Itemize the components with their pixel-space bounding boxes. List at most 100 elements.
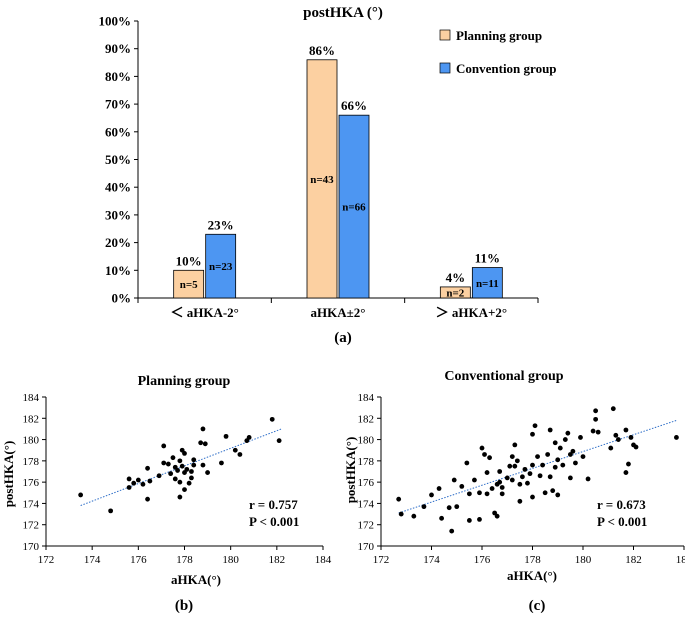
scatter-x-tick-label: 184 [315, 554, 332, 566]
scatter-point [608, 445, 614, 451]
scatter-point [578, 435, 583, 440]
scatter-point [499, 485, 505, 490]
panel-label-a: (a) [334, 330, 352, 346]
bar-y-tick-label: 90% [105, 41, 131, 56]
scatter-point [429, 492, 434, 498]
scatter-point [205, 470, 210, 475]
scatter-y-tick-label: 176 [358, 477, 375, 489]
bar-legend: Planning group Convention group [439, 28, 557, 76]
scatter-point [555, 457, 561, 463]
scatter-point [560, 462, 566, 468]
bar-planning [306, 59, 338, 299]
scatter-point [557, 445, 563, 451]
scatter-b-p: P < 0.001 [249, 514, 299, 529]
legend-label-convention: Convention group [456, 61, 557, 76]
bar-value-label: 10% [176, 253, 202, 268]
scatter-point [446, 505, 452, 511]
scatter-point [421, 504, 427, 510]
scatter-y-tick-label: 172 [23, 520, 40, 532]
scatter-point [487, 455, 492, 461]
scatter-y-tick-label: 172 [358, 520, 375, 532]
scatter-x-tick-label: 172 [373, 554, 390, 566]
scatter-point [547, 474, 553, 480]
scatter-point [175, 468, 180, 473]
bar-y-tick-label: 100% [99, 14, 132, 29]
scatter-point [198, 440, 204, 446]
scatter-point [585, 476, 591, 482]
bar-y-tick-label: 30% [105, 207, 131, 222]
scatter-point [626, 461, 631, 467]
scatter-x-tick-label: 182 [625, 554, 642, 566]
scatter-point [477, 516, 482, 522]
scatter-point [472, 477, 477, 483]
bar-category-labels: ＜ aHKA-2° aHKA±2° ＞ aHKA+2° [170, 305, 507, 320]
scatter-point [542, 490, 548, 496]
bar-y-tick-label: 50% [105, 152, 131, 167]
scatter-point [593, 408, 599, 414]
scatter-point [613, 432, 619, 438]
scatter-point [514, 458, 520, 464]
panel-label-c: (c) [529, 598, 546, 614]
scatter-point [200, 426, 206, 432]
bar-value-label: 66% [341, 98, 367, 113]
scatter-y-tick-label: 170 [23, 541, 40, 553]
scatter-y-tick-label: 176 [23, 477, 40, 489]
scatter-point [537, 473, 543, 479]
scatter-point [168, 471, 174, 477]
scatter-point [509, 454, 515, 459]
scatter-x-tick-label: 174 [84, 554, 101, 566]
scatter-c-title: Conventional group [444, 369, 563, 384]
bar-y-tick-label: 10% [105, 263, 131, 278]
scatter-point [545, 452, 551, 457]
scatter-point [186, 480, 192, 486]
scatter-point [459, 484, 465, 489]
scatter-y-tick-label: 182 [23, 413, 40, 425]
scatter-y-tick-label: 178 [23, 456, 40, 468]
scatter-point [552, 464, 558, 470]
scatter-point [449, 528, 455, 534]
scatter-point [482, 452, 487, 457]
scatter-point [172, 476, 178, 482]
scatter-point [131, 480, 137, 486]
scatter-x-tick-label: 172 [38, 554, 55, 566]
scatter-point [595, 429, 601, 435]
scatter-point [540, 462, 545, 468]
scatter-y-tick-label: 180 [23, 435, 40, 447]
scatter-point [466, 518, 472, 523]
scatter-point [610, 406, 616, 412]
bar-value-label: 4% [446, 270, 466, 285]
scatter-point [479, 445, 485, 451]
scatter-point [573, 460, 578, 466]
scatter-point [512, 463, 518, 469]
scatter-x-tick-label: 182 [269, 554, 286, 566]
scatter-point [547, 427, 553, 433]
scatter-y-tick-label: 178 [358, 456, 375, 468]
scatter-y-tick-label: 180 [358, 435, 375, 447]
scatter-point [527, 471, 533, 477]
scatter-point [497, 469, 503, 474]
scatter-point [530, 494, 535, 500]
bar-category-label: ＜ aHKA-2° [170, 305, 238, 320]
scatter-y-tick-label: 184 [358, 392, 375, 404]
bar-convention [205, 233, 237, 299]
scatter-point [509, 477, 515, 483]
legend-label-planning: Planning group [456, 28, 542, 43]
scatter-x-tick-label: 178 [524, 554, 541, 566]
scatter-point [439, 515, 444, 521]
panel-label-b: (b) [175, 598, 193, 614]
scatter-point [565, 430, 571, 436]
bar-value-label: 23% [208, 217, 234, 232]
scatter-point [396, 496, 402, 502]
bar-chart-title: postHKA (°) [303, 5, 383, 21]
scatter-x-tick-label: 174 [423, 554, 440, 566]
legend-swatch-convention [439, 62, 451, 74]
scatter-b-points [78, 416, 282, 514]
bar-chart-panel: postHKA (°) 0% 10% 20% 30% 40% 50% 60% 70% 80% 90… [99, 5, 557, 346]
scatter-point [464, 460, 470, 466]
scatter-point [398, 511, 404, 517]
bar-n-label: n=2 [446, 287, 464, 299]
scatter-panel-planning: Planning group 1701721741761781801821841… [1, 374, 332, 614]
